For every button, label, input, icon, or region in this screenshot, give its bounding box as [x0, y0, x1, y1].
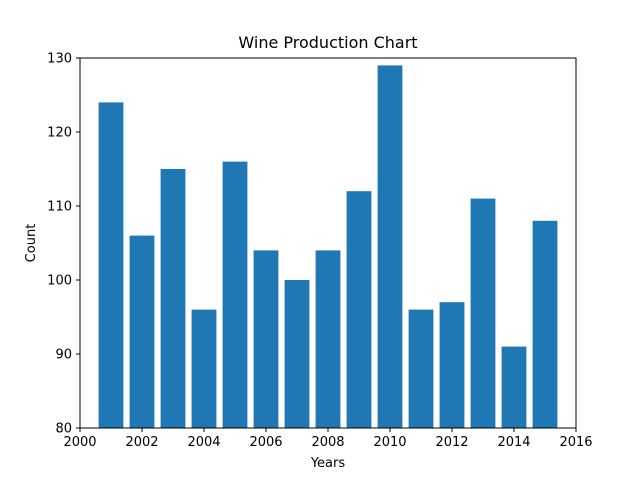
bar-2014	[501, 346, 527, 428]
y-axis-label: Count	[24, 224, 39, 263]
x-tick-label: 2012	[435, 435, 468, 450]
y-tick-label: 90	[55, 348, 72, 363]
x-tick-label: 2004	[187, 435, 220, 450]
bar-2011	[408, 309, 434, 428]
bar-2009	[346, 191, 372, 428]
x-tick-label: 2000	[63, 435, 96, 450]
bar-2010	[377, 65, 403, 429]
bar-2015	[532, 220, 558, 428]
x-tick-label: 2006	[249, 435, 282, 450]
y-tick-label: 100	[47, 274, 72, 289]
y-tick-label: 110	[47, 200, 72, 215]
bar-2012	[439, 302, 465, 428]
bar-2002	[129, 235, 155, 428]
x-tick-label: 2016	[559, 435, 592, 450]
x-axis-label: Years	[310, 456, 346, 471]
bars-layer	[98, 65, 558, 429]
x-axis-ticks: 2000 2002 2004 2006 2008 2010 2012 2014 2016	[63, 428, 593, 450]
x-tick-label: 2002	[125, 435, 158, 450]
bar-2001	[98, 102, 124, 429]
y-tick-label: 130	[47, 52, 72, 67]
bar-2005	[222, 161, 248, 428]
bar-2007	[284, 280, 310, 428]
x-tick-label: 2014	[497, 435, 530, 450]
bar-2003	[160, 169, 186, 428]
chart-title: Wine Production Chart	[238, 33, 417, 52]
bar-2004	[191, 309, 217, 428]
x-tick-label: 2010	[373, 435, 406, 450]
x-tick-label: 2008	[311, 435, 344, 450]
y-tick-label: 80	[55, 422, 72, 437]
bar-2008	[315, 250, 341, 428]
y-axis-ticks: 80 90 100 110 120 130	[47, 52, 80, 437]
bar-2006	[253, 250, 279, 428]
bar-2013	[470, 198, 496, 428]
y-tick-label: 120	[47, 126, 72, 141]
